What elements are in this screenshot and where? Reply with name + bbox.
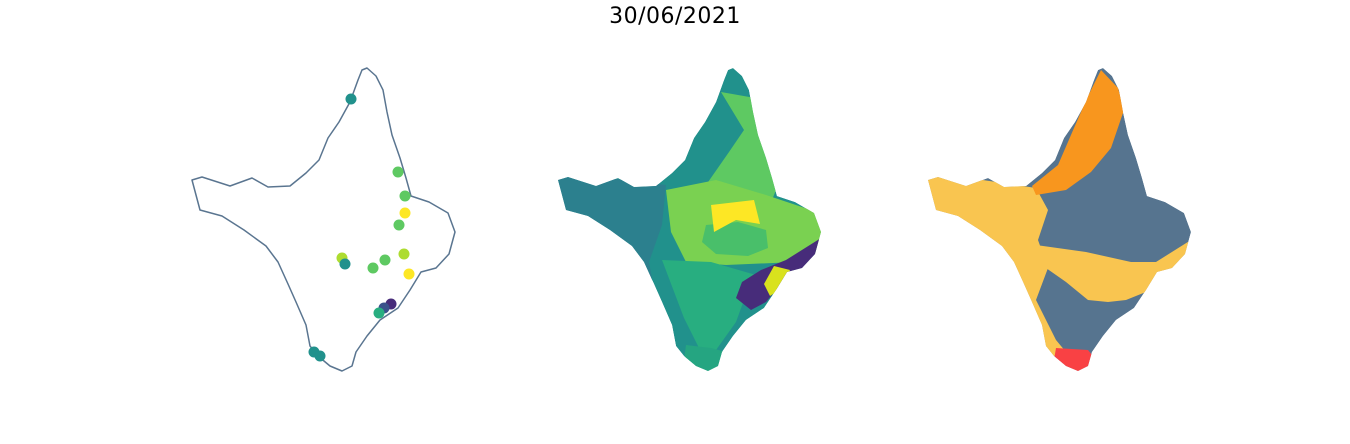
station-point-p5: [393, 219, 405, 231]
region-orange-north: [1032, 70, 1124, 195]
station-point-p4: [399, 207, 411, 219]
region-yellow-north: [711, 200, 760, 232]
station-point-p8: [367, 262, 379, 274]
station-point-p14: [373, 307, 385, 319]
station-point-p7: [339, 258, 351, 270]
figure-title: 30/06/2021: [609, 4, 741, 29]
station-point-p9: [379, 254, 391, 266]
station-point-p1: [345, 93, 357, 105]
station-point-p3: [399, 190, 411, 202]
category-regions-map: [928, 68, 1191, 371]
region-yellow-east: [764, 266, 790, 296]
station-points-map: [191, 67, 456, 372]
state-outline: [191, 67, 456, 372]
station-point-p16: [314, 350, 326, 362]
station-point-p2: [392, 166, 404, 178]
region-center-green: [702, 222, 768, 256]
interpolated-regions-map: [558, 68, 821, 371]
station-point-p10: [398, 248, 410, 260]
region-central-south: [662, 260, 756, 352]
station-point-p11: [403, 268, 415, 280]
